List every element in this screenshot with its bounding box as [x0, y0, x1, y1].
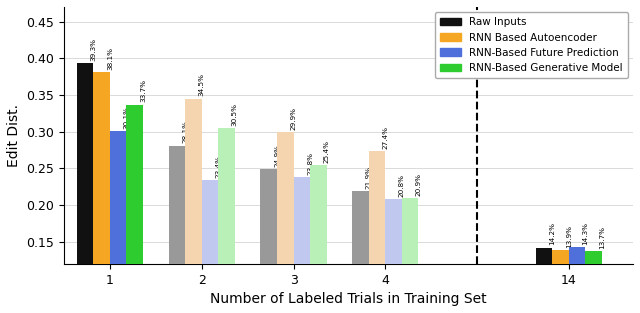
Bar	[352, 191, 369, 313]
Text: 21.9%: 21.9%	[366, 166, 372, 189]
Bar	[552, 250, 569, 313]
Bar	[369, 151, 385, 313]
Text: 24.9%: 24.9%	[274, 144, 280, 167]
Text: 13.7%: 13.7%	[599, 226, 605, 249]
Bar	[169, 146, 185, 313]
Text: 30.5%: 30.5%	[232, 103, 238, 126]
Text: 33.7%: 33.7%	[140, 79, 146, 102]
Text: 14.2%: 14.2%	[549, 223, 556, 245]
Text: 29.9%: 29.9%	[291, 107, 296, 130]
Bar	[202, 180, 218, 313]
Text: 14.3%: 14.3%	[582, 222, 588, 245]
Text: 23.4%: 23.4%	[215, 155, 221, 178]
Bar	[310, 166, 326, 313]
Bar	[586, 251, 602, 313]
Bar	[110, 131, 127, 313]
Text: 30.1%: 30.1%	[124, 106, 129, 129]
Bar	[77, 64, 93, 313]
Text: 23.8%: 23.8%	[307, 152, 313, 175]
Bar	[277, 132, 294, 313]
Y-axis label: Edit Dist.: Edit Dist.	[7, 104, 21, 167]
Bar	[385, 199, 402, 313]
Bar	[260, 169, 277, 313]
Bar	[294, 177, 310, 313]
Text: 25.4%: 25.4%	[324, 140, 330, 163]
Bar	[185, 99, 202, 313]
Text: 38.1%: 38.1%	[107, 47, 113, 70]
X-axis label: Number of Labeled Trials in Training Set: Number of Labeled Trials in Training Set	[211, 292, 487, 306]
Bar	[127, 105, 143, 313]
Text: 34.5%: 34.5%	[199, 74, 205, 96]
Bar	[536, 248, 552, 313]
Bar	[569, 247, 586, 313]
Text: 27.4%: 27.4%	[382, 126, 388, 149]
Bar	[218, 128, 235, 313]
Text: 20.9%: 20.9%	[415, 173, 421, 196]
Text: 20.8%: 20.8%	[399, 174, 405, 197]
Legend: Raw Inputs, RNN Based Autoencoder, RNN-Based Future Prediction, RNN-Based Genera: Raw Inputs, RNN Based Autoencoder, RNN-B…	[435, 12, 628, 78]
Text: 39.3%: 39.3%	[90, 38, 97, 61]
Bar	[93, 72, 110, 313]
Text: 13.9%: 13.9%	[566, 225, 572, 248]
Text: 28.1%: 28.1%	[182, 121, 188, 143]
Bar	[402, 198, 419, 313]
